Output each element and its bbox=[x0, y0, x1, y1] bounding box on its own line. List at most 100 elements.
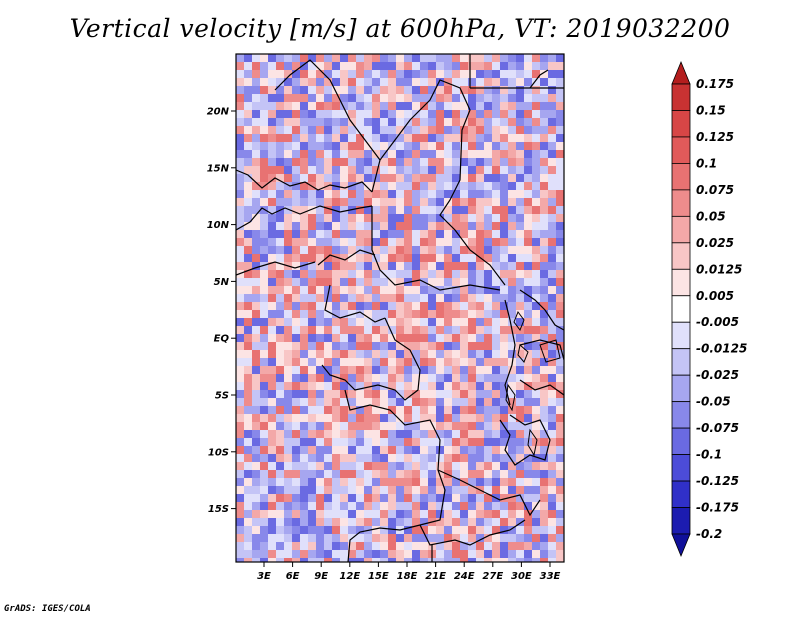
field-cell bbox=[508, 86, 517, 95]
field-cell bbox=[468, 398, 477, 407]
field-cell bbox=[324, 142, 333, 151]
field-cell bbox=[260, 486, 269, 495]
field-cell bbox=[484, 102, 493, 111]
field-cell bbox=[524, 398, 533, 407]
field-cell bbox=[524, 414, 533, 423]
field-cell bbox=[316, 54, 325, 63]
field-cell bbox=[540, 318, 549, 327]
field-cell bbox=[524, 406, 533, 415]
field-cell bbox=[428, 230, 437, 239]
field-cell bbox=[324, 54, 333, 63]
field-cell bbox=[404, 134, 413, 143]
field-cell bbox=[316, 62, 325, 71]
field-cell bbox=[324, 94, 333, 103]
field-cell bbox=[292, 446, 301, 455]
field-cell bbox=[244, 406, 253, 415]
field-cell bbox=[260, 422, 269, 431]
field-cell bbox=[556, 326, 564, 335]
field-cell bbox=[452, 558, 461, 562]
field-cell bbox=[284, 86, 293, 95]
field-cell bbox=[380, 542, 389, 551]
field-cell bbox=[268, 334, 277, 343]
field-cell bbox=[244, 310, 253, 319]
field-cell bbox=[308, 478, 317, 487]
field-cell bbox=[292, 334, 301, 343]
field-cell bbox=[516, 406, 525, 415]
field-cell bbox=[436, 558, 445, 562]
field-cell bbox=[356, 134, 365, 143]
field-cell bbox=[428, 86, 437, 95]
field-cell bbox=[348, 326, 357, 335]
field-cell bbox=[244, 358, 253, 367]
field-cell bbox=[380, 446, 389, 455]
field-cell bbox=[316, 206, 325, 215]
field-cell bbox=[524, 350, 533, 359]
field-cell bbox=[388, 214, 397, 223]
field-cell bbox=[396, 438, 405, 447]
field-cell bbox=[492, 78, 501, 87]
field-cell bbox=[276, 174, 285, 183]
field-cell bbox=[460, 326, 469, 335]
field-cell bbox=[460, 550, 469, 559]
field-cell bbox=[252, 198, 261, 207]
field-cell bbox=[276, 286, 285, 295]
field-cell bbox=[556, 310, 564, 319]
field-cell bbox=[348, 318, 357, 327]
field-cell bbox=[356, 454, 365, 463]
field-cell bbox=[484, 310, 493, 319]
field-cell bbox=[508, 270, 517, 279]
field-cell bbox=[548, 206, 557, 215]
field-cell bbox=[428, 398, 437, 407]
field-cell bbox=[332, 78, 341, 87]
field-cell bbox=[284, 318, 293, 327]
field-cell bbox=[532, 518, 541, 527]
field-cell bbox=[444, 366, 453, 375]
field-cell bbox=[420, 406, 429, 415]
field-cell bbox=[516, 302, 525, 311]
field-cell bbox=[252, 406, 261, 415]
field-cell bbox=[500, 342, 509, 351]
field-cell bbox=[284, 254, 293, 263]
field-cell bbox=[428, 486, 437, 495]
field-cell bbox=[236, 382, 245, 391]
field-cell bbox=[476, 198, 485, 207]
field-cell bbox=[396, 318, 405, 327]
field-cell bbox=[268, 470, 277, 479]
field-cell bbox=[244, 390, 253, 399]
field-cell bbox=[412, 294, 421, 303]
field-cell bbox=[284, 358, 293, 367]
field-cell bbox=[236, 254, 245, 263]
field-cell bbox=[532, 446, 541, 455]
field-cell bbox=[404, 342, 413, 351]
field-cell bbox=[396, 62, 405, 71]
field-cell bbox=[532, 510, 541, 519]
field-cell bbox=[324, 174, 333, 183]
field-cell bbox=[300, 126, 309, 135]
field-cell bbox=[372, 206, 381, 215]
field-cell bbox=[284, 270, 293, 279]
field-cell bbox=[468, 278, 477, 287]
field-cell bbox=[516, 494, 525, 503]
field-cell bbox=[508, 166, 517, 175]
field-cell bbox=[420, 294, 429, 303]
field-cell bbox=[348, 134, 357, 143]
field-cell bbox=[316, 326, 325, 335]
field-cell bbox=[268, 558, 277, 562]
field-cell bbox=[380, 134, 389, 143]
field-cell bbox=[300, 278, 309, 287]
field-cell bbox=[292, 494, 301, 503]
field-cell bbox=[316, 334, 325, 343]
field-cell bbox=[340, 398, 349, 407]
field-cell bbox=[308, 70, 317, 79]
field-cell bbox=[300, 510, 309, 519]
field-cell bbox=[532, 286, 541, 295]
field-cell bbox=[324, 134, 333, 143]
field-cell bbox=[396, 390, 405, 399]
field-cell bbox=[452, 254, 461, 263]
field-cell bbox=[340, 326, 349, 335]
field-cell bbox=[476, 446, 485, 455]
field-cell bbox=[516, 214, 525, 223]
field-cell bbox=[260, 206, 269, 215]
field-cell bbox=[500, 430, 509, 439]
field-cell bbox=[476, 302, 485, 311]
